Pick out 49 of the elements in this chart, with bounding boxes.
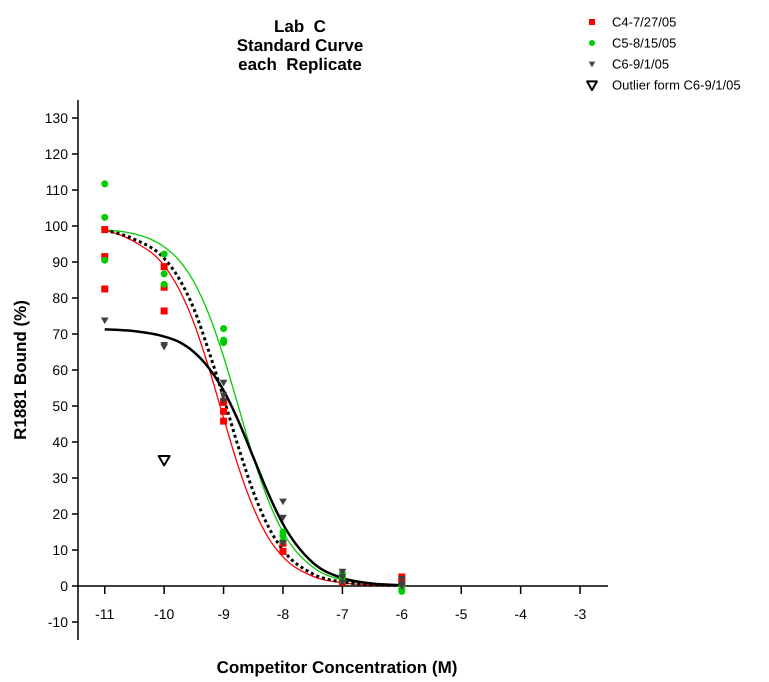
x-tick-label: -8 — [276, 606, 290, 622]
point — [101, 256, 108, 264]
point — [220, 380, 228, 386]
point — [160, 307, 168, 314]
legend-label: C4-7/27/05 — [612, 14, 676, 30]
y-tick-label: 120 — [44, 146, 68, 162]
y-tick-label: 60 — [52, 362, 68, 378]
y-tick-label: 10 — [52, 542, 68, 558]
point — [101, 226, 108, 234]
point — [158, 455, 171, 466]
point — [220, 325, 228, 332]
y-axis-title: R1881 Bound (%) — [11, 300, 30, 440]
x-tick-label: -9 — [217, 606, 230, 622]
x-tick-label: -5 — [455, 606, 468, 622]
y-tick-label: 0 — [60, 578, 68, 594]
point — [101, 214, 108, 221]
y-tick-label: 90 — [52, 254, 68, 270]
x-tick-label: -6 — [396, 606, 408, 622]
y-tick-label: 40 — [52, 434, 68, 450]
y-tick-label: 50 — [52, 398, 68, 414]
point — [220, 408, 228, 415]
point — [279, 548, 286, 555]
legend-label: C5-8/15/05 — [612, 36, 676, 51]
x-tick-label: -11 — [95, 606, 115, 622]
x-axis-title: Competitor Concentration (M) — [216, 658, 458, 677]
point — [160, 270, 168, 278]
x-tick-label: -7 — [336, 606, 349, 622]
y-tick-label: 20 — [52, 506, 68, 522]
point — [100, 318, 109, 324]
x-tick-label: -3 — [574, 606, 587, 622]
y-tick-label: 80 — [52, 290, 68, 306]
point — [160, 250, 168, 258]
point — [220, 418, 228, 425]
y-tick-label: 100 — [44, 218, 68, 234]
point — [279, 498, 287, 506]
legend-label: Outlier form C6-9/1/05 — [612, 78, 741, 93]
x-tick-label: -10 — [154, 606, 174, 622]
point — [101, 180, 108, 188]
y-tick-label: 110 — [46, 182, 68, 198]
point — [101, 286, 108, 292]
point — [160, 280, 168, 288]
x-tick-label: -4 — [514, 606, 528, 622]
y-tick-label: 30 — [52, 470, 68, 486]
y-tick-label: 130 — [44, 110, 68, 126]
point — [160, 263, 168, 270]
y-tick-label: 70 — [52, 326, 68, 342]
point — [279, 514, 287, 522]
legend-label: C6-9/1/05 — [612, 56, 670, 72]
chart-title: Lab C Standard Curve each Replicate — [236, 17, 364, 74]
